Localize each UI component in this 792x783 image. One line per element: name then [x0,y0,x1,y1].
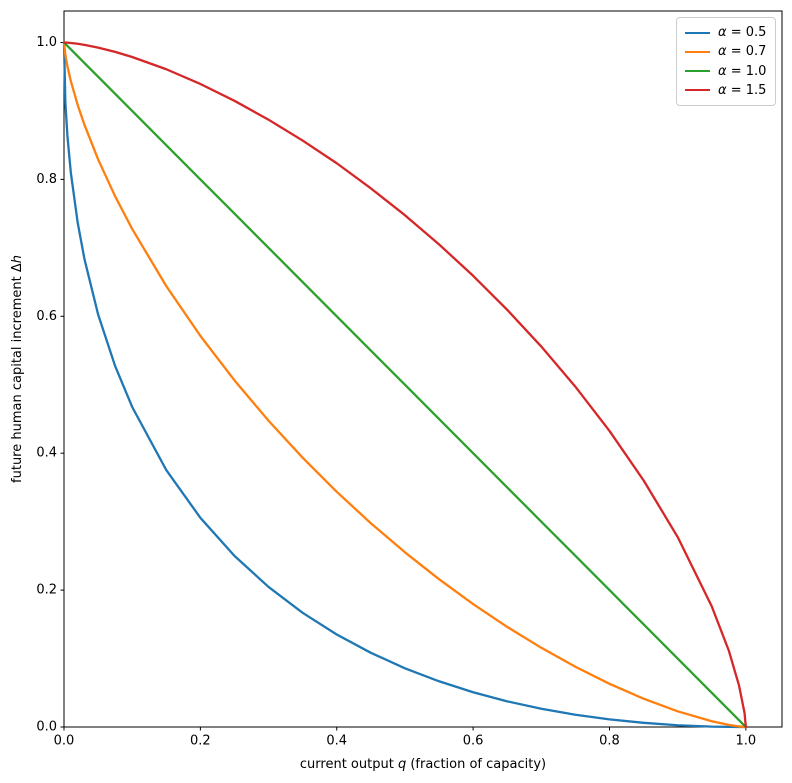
x-tick-label: 0.2 [190,734,211,749]
y-axis-label: future human capital increment Δh [10,255,25,483]
y-tick-label: 0.6 [36,309,57,324]
series-line-2 [62,41,748,729]
x-tick-label: 0.8 [599,734,620,749]
legend-entry-1: α = 0.7 [685,44,767,59]
legend-label: α = 0.7 [718,44,767,60]
x-tick-label: 0.6 [463,734,484,749]
legend-label: α = 1.5 [718,82,767,98]
x-axis-label: current output q (fraction of capacity) [300,757,546,772]
legend-label: α = 1.0 [718,63,767,79]
legend-line-swatch [685,50,710,53]
y-tick-label: 0.8 [36,172,57,187]
legend-label: α = 0.5 [718,25,767,40]
y-tick-label: 0.4 [36,446,57,461]
x-tick-label: 1.0 [736,734,757,749]
x-tick-label: 0.4 [326,734,347,749]
legend: α = 0.5 α = 0.7 α = 1.0 α = 1.5 [676,17,776,106]
legend-line-swatch [685,31,710,34]
axes-frame [63,10,783,728]
legend-line-swatch [685,89,710,92]
legend-entry-3: α = 1.5 [685,83,767,98]
legend-entry-2: α = 1.0 [685,64,767,79]
y-tick-label: 1.0 [36,35,57,50]
y-tick-label: 0.2 [36,583,57,598]
legend-entry-0: α = 0.5 [685,25,767,40]
x-tick-label: 0.0 [54,734,75,749]
y-tick-label: 0.0 [36,720,57,735]
legend-line-swatch [685,70,710,73]
series-line-0 [62,41,748,729]
series-line-3 [62,41,748,729]
series-line-1 [62,41,748,729]
